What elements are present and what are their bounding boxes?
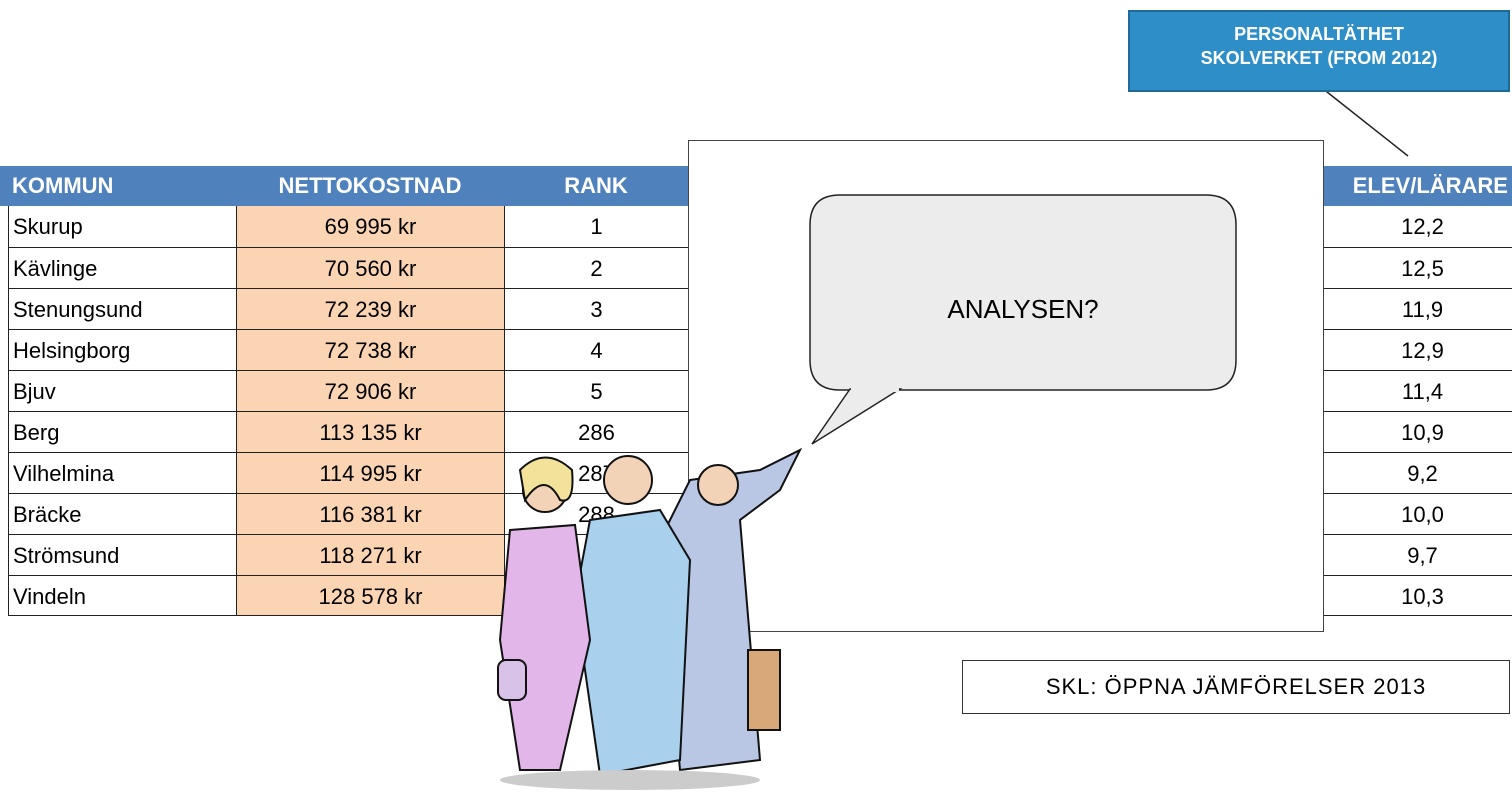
tail-join xyxy=(851,388,899,392)
speech-bubble xyxy=(810,195,1236,390)
slide: KOMMUNNETTOKOSTNADRANKELEV/LÄRARESkurup6… xyxy=(0,0,1512,796)
woman xyxy=(500,525,590,770)
briefcase xyxy=(748,650,780,730)
shadow xyxy=(500,770,760,790)
handbag xyxy=(498,660,526,700)
source-box: SKL: ÖPPNA JÄMFÖRELSER 2013 xyxy=(962,660,1510,714)
head xyxy=(604,456,652,504)
clipart xyxy=(498,450,800,790)
head xyxy=(698,465,738,505)
man-center xyxy=(575,510,690,775)
callout-text: ANALYSEN? xyxy=(947,294,1098,324)
speech-tail xyxy=(812,389,900,444)
